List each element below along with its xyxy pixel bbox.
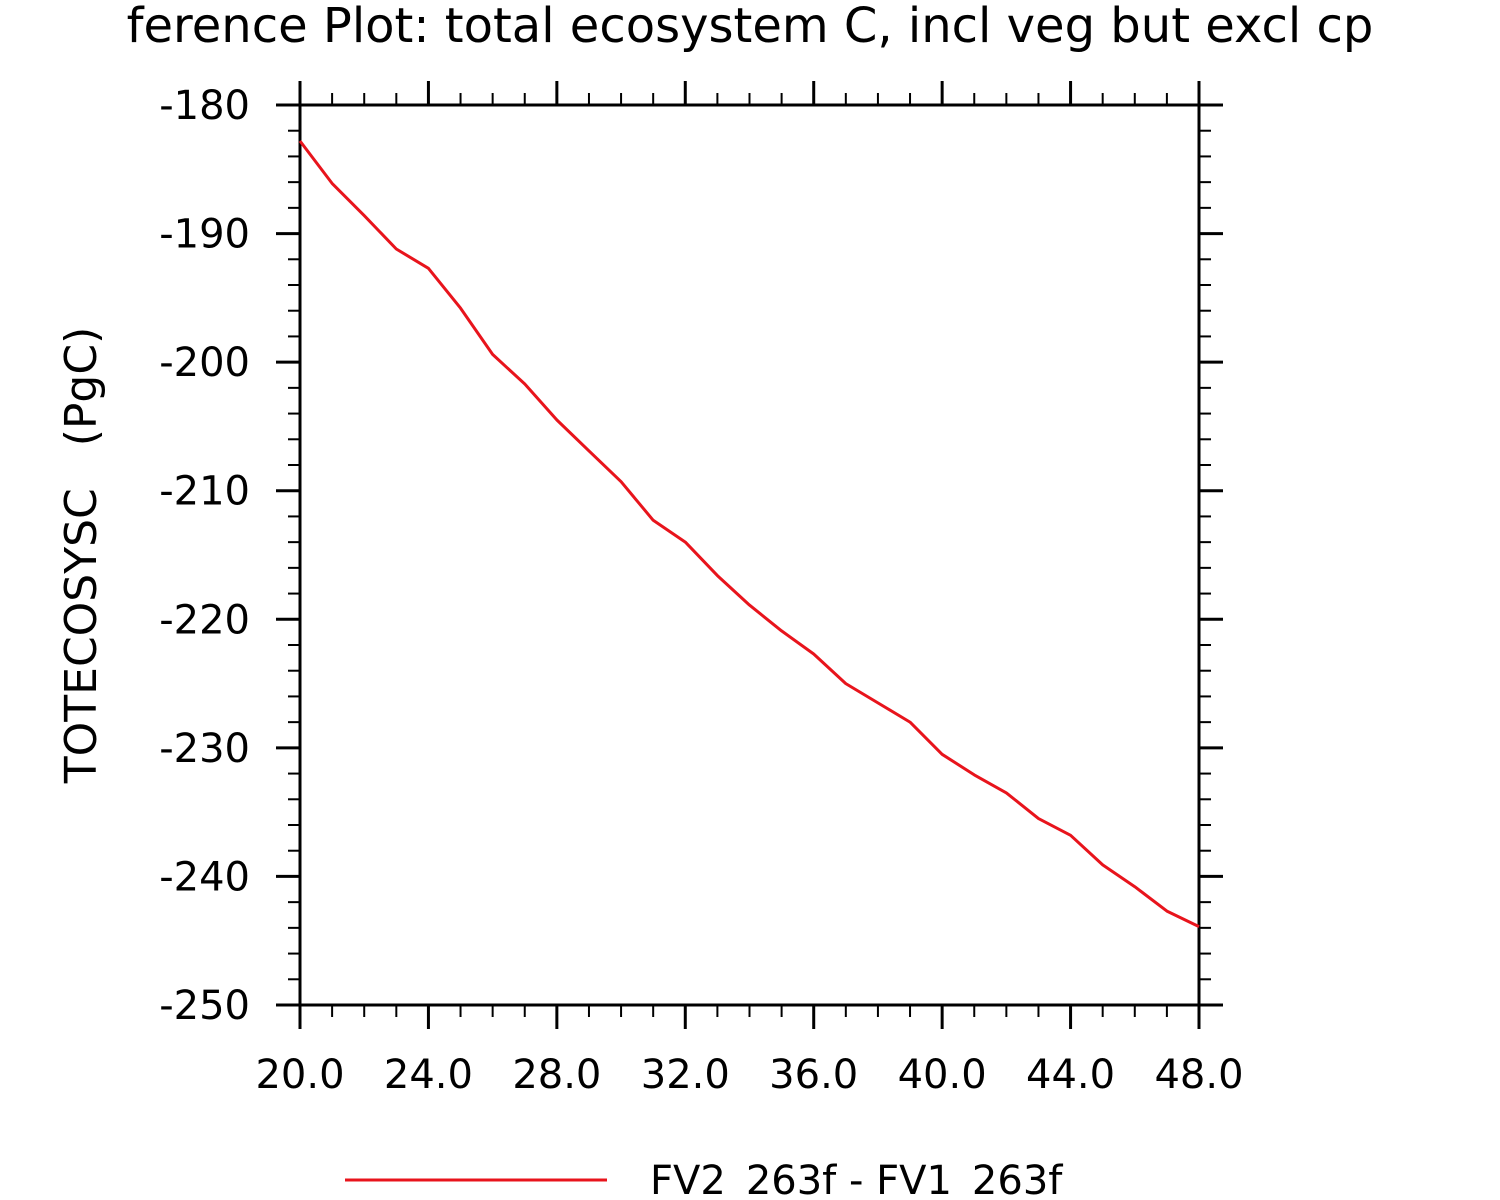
y-tick-label: -200 (159, 340, 250, 386)
y-tick-label: -230 (159, 726, 250, 772)
legend-label: FV2_263f - FV1_263f (650, 1158, 1063, 1200)
y-tick-label: -210 (159, 469, 250, 515)
chart-title: ference Plot: total ecosystem C, incl ve… (127, 0, 1374, 54)
x-tick-label: 28.0 (512, 1052, 601, 1098)
x-tick-label: 32.0 (641, 1052, 730, 1098)
y-tick-label: -180 (159, 83, 250, 129)
y-axis-label: TOTECOSYSC (PgC) (56, 327, 107, 784)
x-tick-label: 48.0 (1154, 1052, 1243, 1098)
x-tick-label: 44.0 (1026, 1052, 1115, 1098)
y-tick-label: -240 (159, 854, 250, 900)
series-line (298, 140, 1200, 928)
legend: FV2_263f - FV1_263f (345, 1158, 1063, 1200)
x-tick-label: 20.0 (255, 1052, 344, 1098)
y-tick-label: -250 (159, 983, 250, 1029)
minor-ticks (288, 93, 1211, 1017)
x-tick-label: 36.0 (769, 1052, 858, 1098)
series-layer (298, 140, 1200, 928)
x-tick-label: 40.0 (898, 1052, 987, 1098)
x-tick-label: 24.0 (384, 1052, 473, 1098)
y-tick-label: -220 (159, 597, 250, 643)
plot-frame (298, 103, 1201, 1007)
y-tick-labels: -180 -190 -200 -210 -220 -230 -240 -250 (159, 83, 250, 1029)
plot-area-border (298, 103, 1201, 1007)
y-tick-label: -190 (159, 212, 250, 258)
major-ticks (276, 81, 1223, 1029)
x-tick-labels: 20.0 24.0 28.0 32.0 36.0 40.0 44.0 48.0 (255, 1052, 1243, 1098)
